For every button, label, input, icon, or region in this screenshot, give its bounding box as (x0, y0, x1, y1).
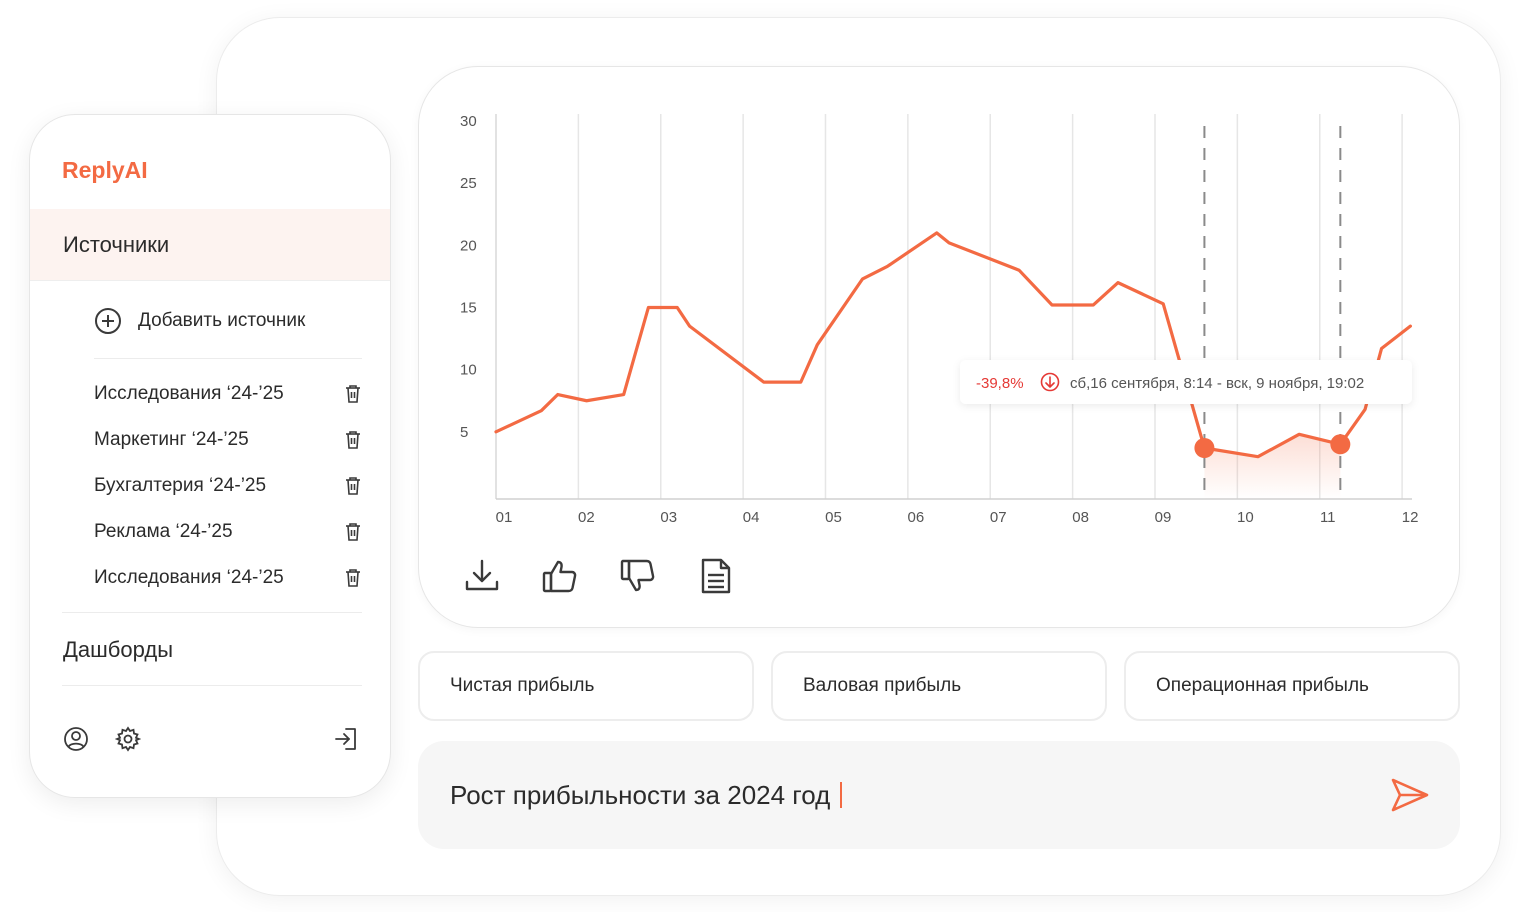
trash-icon[interactable] (344, 522, 362, 542)
divider (62, 685, 362, 686)
x-tick-label: 04 (743, 509, 760, 526)
source-label: Маркетинг ‘24-’25 (94, 429, 249, 450)
add-source-button[interactable]: Добавить источник (94, 307, 305, 335)
x-tick-label: 03 (660, 509, 677, 526)
thumbs-up-icon (542, 560, 577, 593)
x-tick-label: 09 (1155, 509, 1172, 526)
x-tick-label: 02 (578, 509, 595, 526)
range-marker (1330, 434, 1351, 455)
operating-profit-button[interactable]: Операционная прибыль (1124, 651, 1460, 721)
x-tick-label: 10 (1237, 509, 1254, 526)
chart-card: 30 25 20 15 10 5 01 02 03 04 05 06 07 08 09 10 11 12 -39,8… (418, 66, 1460, 628)
prompt-text: Рост прибыльности за 2024 год (450, 779, 831, 810)
thumbs-down-icon (620, 559, 655, 592)
text-caret (840, 782, 843, 808)
logout-icon[interactable] (333, 726, 359, 752)
y-tick-label: 30 (460, 113, 477, 130)
plus-circle-icon (95, 308, 121, 334)
tooltip-change: -39,8% (976, 375, 1024, 392)
user-circle-icon[interactable] (63, 726, 89, 752)
report-button[interactable] (696, 556, 736, 596)
tooltip-period: сб,16 сентября, 8:14 - вск, 9 ноября, 19… (1070, 375, 1364, 392)
source-label: Бухгалтерия ‘24-’25 (94, 475, 267, 496)
range-tooltip: -39,8% сб,16 сентября, 8:14 - вск, 9 нояб… (960, 360, 1412, 404)
trash-icon[interactable] (344, 384, 362, 404)
divider (94, 358, 362, 359)
source-label: Исследования ‘24-’25 (94, 383, 284, 404)
app-logo: ReplyAI (62, 157, 148, 183)
metric-buttons: Чистая прибыль Валовая прибыль Операцион… (418, 651, 1460, 721)
gear-icon[interactable] (115, 726, 141, 752)
x-tick-label: 12 (1402, 509, 1419, 526)
tooltip-background (960, 360, 1412, 404)
download-icon (465, 559, 499, 591)
x-tick-label: 05 (825, 509, 842, 526)
trash-icon[interactable] (344, 430, 362, 450)
series-line (494, 231, 1412, 459)
y-tick-label: 10 (460, 362, 477, 379)
source-item[interactable]: Исследования ‘24-’25 (94, 563, 362, 593)
range-marker (1194, 437, 1215, 458)
source-item[interactable]: Маркетинг ‘24-’25 (94, 425, 362, 455)
dislike-button[interactable] (618, 556, 658, 596)
trash-icon[interactable] (344, 476, 362, 496)
source-label: Исследования ‘24-’25 (94, 567, 284, 588)
add-source-label: Добавить источник (138, 310, 306, 331)
sidebar: ReplyAI Источники Добавить источник Иссл… (29, 114, 391, 798)
x-tick-label: 07 (990, 509, 1007, 526)
chart-actions (462, 556, 736, 596)
y-tick-label: 20 (460, 237, 477, 254)
source-item[interactable]: Реклама ‘24-’25 (94, 517, 362, 547)
gross-profit-button[interactable]: Валовая прибыль (771, 651, 1107, 721)
source-item[interactable]: Бухгалтерия ‘24-’25 (94, 471, 362, 501)
selected-range-area (1204, 434, 1341, 499)
y-tick-label: 25 (460, 175, 477, 192)
prompt-input[interactable]: Рост прибыльности за 2024 год (418, 741, 1460, 849)
sidebar-item-sources[interactable]: Источники (30, 209, 390, 281)
send-icon[interactable] (1390, 777, 1430, 813)
trash-icon[interactable] (344, 568, 362, 588)
x-tick-label: 01 (496, 509, 513, 526)
source-label: Реклама ‘24-’25 (94, 521, 233, 542)
y-tick-label: 15 (460, 300, 477, 317)
source-item[interactable]: Исследования ‘24-’25 (94, 379, 362, 409)
x-tick-label: 06 (908, 509, 925, 526)
sidebar-item-dashboards[interactable]: Дашборды (63, 637, 173, 662)
x-tick-label: 08 (1072, 509, 1089, 526)
download-button[interactable] (462, 556, 502, 596)
profit-line-chart[interactable]: 30 25 20 15 10 5 01 02 03 04 05 06 07 08 09 10 11 12 -39,8… (419, 67, 1461, 629)
y-tick-label: 5 (460, 424, 468, 441)
like-button[interactable] (540, 556, 580, 596)
divider (62, 612, 362, 613)
document-icon (701, 558, 731, 594)
net-profit-button[interactable]: Чистая прибыль (418, 651, 754, 721)
x-tick-label: 11 (1320, 509, 1336, 526)
arrow-down-circle-icon (1040, 372, 1060, 392)
